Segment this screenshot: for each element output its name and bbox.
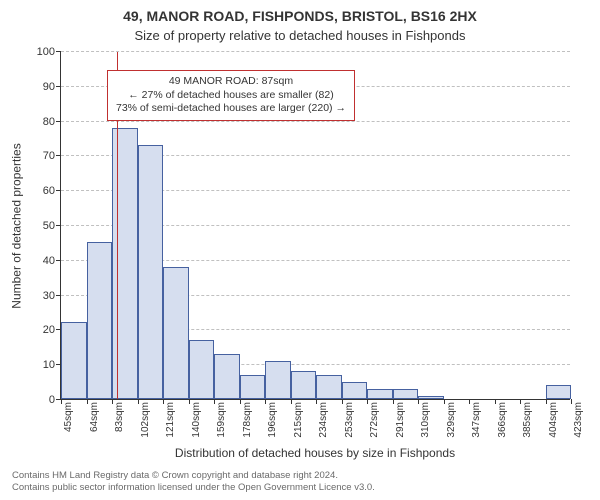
footer-line1: Contains HM Land Registry data © Crown c… — [12, 470, 588, 482]
x-tick — [189, 399, 190, 404]
histogram-bar — [291, 371, 317, 399]
histogram-bar — [87, 242, 113, 399]
x-tick — [240, 399, 241, 404]
x-tick — [495, 399, 496, 404]
y-tick-label: 30 — [43, 290, 61, 302]
x-tick-label: 45sqm — [63, 402, 74, 432]
y-tick-label: 50 — [43, 220, 61, 232]
x-tick — [316, 399, 317, 404]
x-tick — [571, 399, 572, 404]
x-tick-label: 329sqm — [446, 402, 457, 438]
x-tick-label: 64sqm — [89, 402, 100, 432]
x-tick-label: 366sqm — [497, 402, 508, 438]
footer-line2: Contains public sector information licen… — [12, 482, 588, 494]
x-tick — [112, 399, 113, 404]
y-tick-label: 60 — [43, 185, 61, 197]
page-title: 49, MANOR ROAD, FISHPONDS, BRISTOL, BS16… — [0, 8, 600, 24]
callout-line2: ← 27% of detached houses are smaller (82… — [116, 89, 346, 103]
x-tick — [87, 399, 88, 404]
x-tick — [393, 399, 394, 404]
histogram-bar — [342, 382, 368, 399]
y-tick-label: 100 — [37, 46, 61, 58]
x-tick — [214, 399, 215, 404]
x-tick-label: 310sqm — [420, 402, 431, 438]
y-axis-label: Number of detached properties — [10, 143, 24, 308]
x-tick-label: 253sqm — [344, 402, 355, 438]
x-tick-label: 272sqm — [369, 402, 380, 438]
x-tick-label: 385sqm — [522, 402, 533, 438]
histogram-bar — [265, 361, 291, 399]
histogram-bar — [393, 389, 419, 399]
x-tick-label: 291sqm — [395, 402, 406, 438]
x-tick-label: 140sqm — [191, 402, 202, 438]
x-tick — [418, 399, 419, 404]
histogram-bar — [163, 267, 189, 399]
x-tick — [520, 399, 521, 404]
y-tick-label: 0 — [49, 394, 61, 406]
x-tick — [138, 399, 139, 404]
histogram-bar — [214, 354, 240, 399]
histogram-bar — [112, 128, 138, 399]
histogram-bar — [546, 385, 572, 399]
x-tick-label: 159sqm — [216, 402, 227, 438]
x-tick-label: 121sqm — [165, 402, 176, 438]
histogram-bar — [316, 375, 342, 399]
y-tick-label: 10 — [43, 359, 61, 371]
footer: Contains HM Land Registry data © Crown c… — [12, 470, 588, 494]
y-tick-label: 70 — [43, 150, 61, 162]
y-tick-label: 40 — [43, 255, 61, 267]
x-tick-label: 404sqm — [548, 402, 559, 438]
x-tick-label: 347sqm — [471, 402, 482, 438]
x-tick — [61, 399, 62, 404]
y-tick-label: 80 — [43, 116, 61, 128]
page-subtitle: Size of property relative to detached ho… — [0, 28, 600, 43]
x-tick — [342, 399, 343, 404]
x-tick — [265, 399, 266, 404]
x-tick-label: 196sqm — [267, 402, 278, 438]
y-tick-label: 20 — [43, 324, 61, 336]
x-tick-label: 178sqm — [242, 402, 253, 438]
gridline — [61, 51, 570, 52]
callout-line1: 49 MANOR ROAD: 87sqm — [116, 75, 346, 89]
callout-box: 49 MANOR ROAD: 87sqm ← 27% of detached h… — [107, 70, 355, 121]
x-tick-label: 234sqm — [318, 402, 329, 438]
histogram-bar — [138, 145, 164, 399]
x-tick — [291, 399, 292, 404]
x-tick-label: 423sqm — [573, 402, 584, 438]
x-tick — [546, 399, 547, 404]
histogram-bar — [61, 322, 87, 399]
chart-plot-area: 010203040506070809010045sqm64sqm83sqm102… — [60, 52, 570, 400]
x-tick — [469, 399, 470, 404]
x-axis-label: Distribution of detached houses by size … — [60, 446, 570, 460]
x-tick-label: 83sqm — [114, 402, 125, 432]
x-tick — [163, 399, 164, 404]
x-tick-label: 215sqm — [293, 402, 304, 438]
y-tick-label: 90 — [43, 81, 61, 93]
histogram-bar — [418, 396, 444, 399]
callout-line3: 73% of semi-detached houses are larger (… — [116, 102, 346, 116]
y-axis-label-container: Number of detached properties — [10, 52, 24, 400]
x-tick — [367, 399, 368, 404]
histogram-bar — [367, 389, 393, 399]
histogram-bar — [189, 340, 215, 399]
x-tick — [444, 399, 445, 404]
x-tick-label: 102sqm — [140, 402, 151, 438]
histogram-bar — [240, 375, 266, 399]
